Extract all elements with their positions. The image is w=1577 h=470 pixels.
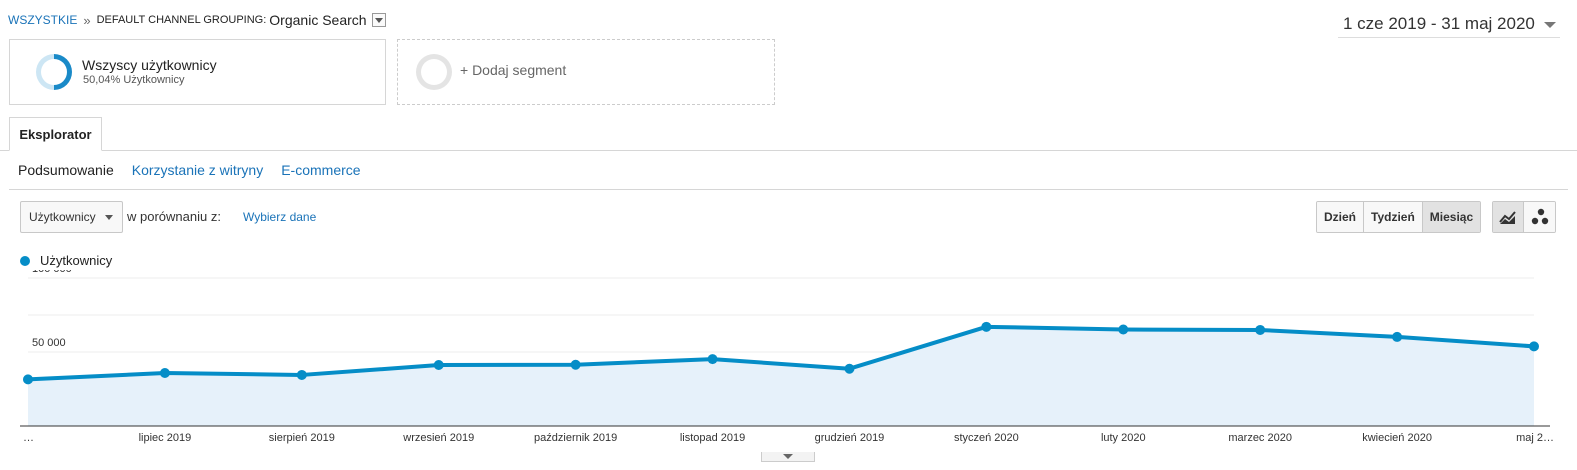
- add-segment-label: + Dodaj segment: [460, 62, 567, 78]
- data-point: [1529, 341, 1539, 352]
- data-point: [981, 321, 992, 332]
- chart-resize-handle[interactable]: [761, 452, 815, 462]
- data-point: [296, 369, 307, 380]
- x-tick-label: styczeń 2020: [954, 432, 1019, 444]
- data-point: [159, 368, 170, 379]
- segment-name: Wszyscy użytkownicy: [82, 57, 217, 73]
- subnav-summary[interactable]: Podsumowanie: [18, 162, 114, 178]
- subnav-ecommerce[interactable]: E-commerce: [281, 162, 361, 178]
- date-range-label: 1 cze 2019 - 31 maj 2020: [1343, 13, 1535, 33]
- x-tick-label: lipiec 2019: [139, 432, 192, 444]
- breadcrumb-current-value: Organic Search: [269, 12, 367, 28]
- x-tick-label: luty 2020: [1101, 432, 1146, 444]
- segment-subtitle: 50,04% Użytkownicy: [83, 74, 185, 86]
- breadcrumb-separator: »: [83, 12, 91, 28]
- series-line: [27, 324, 1535, 382]
- chart-legend: Użytkownicy: [20, 253, 112, 268]
- add-segment-button[interactable]: + Dodaj segment: [397, 39, 775, 105]
- chevron-down-icon: [1544, 22, 1556, 28]
- motion-chart-icon[interactable]: [1524, 202, 1555, 232]
- period-month-button[interactable]: Miesiąc: [1422, 202, 1481, 232]
- data-point: [433, 360, 444, 371]
- breadcrumb-dropdown-icon[interactable]: [371, 13, 386, 27]
- data-point: [1392, 331, 1403, 342]
- y-tick-label: 100 000: [32, 270, 72, 275]
- period-toggle-group: Dzień Tydzień Miesiąc: [1316, 201, 1482, 233]
- legend-dot: [20, 255, 30, 266]
- data-point: [570, 359, 581, 370]
- series-area: [28, 326, 1534, 426]
- chevron-down-icon: [105, 215, 113, 220]
- subnav-site-usage[interactable]: Korzystanie z witryny: [131, 162, 264, 178]
- users-line-chart: 100 000 50 000 … lipiec 2019 sierpień 2019 wr…: [20, 270, 1554, 444]
- metric-select-value: Użytkownicy: [29, 210, 96, 224]
- data-point: [707, 354, 718, 365]
- empty-segment-ring-icon: [416, 54, 452, 90]
- select-metric-link[interactable]: Wybierz dane: [243, 210, 317, 224]
- x-tick-label: październik 2019: [534, 432, 617, 444]
- x-tick-label: kwiecień 2020: [1362, 432, 1432, 444]
- y-tick-label: 50 000: [32, 337, 66, 349]
- metric-select[interactable]: Użytkownicy: [20, 201, 123, 233]
- data-point: [1118, 324, 1129, 335]
- breadcrumb: WSZYSTKIE » DEFAULT CHANNEL GROUPING: Or…: [8, 12, 386, 28]
- chart-view-toggle: [1492, 201, 1556, 233]
- x-tick-label: wrzesień 2019: [402, 432, 474, 444]
- legend-series-name: Użytkownicy: [40, 253, 113, 268]
- data-point: [844, 363, 855, 374]
- tab-explorer[interactable]: Eksplorator: [9, 117, 102, 151]
- segment-all-users[interactable]: Wszyscy użytkownicy 50,04% Użytkownicy: [9, 39, 386, 105]
- x-tick-label: sierpień 2019: [269, 432, 335, 444]
- x-tick-label: …: [23, 432, 34, 444]
- data-point: [23, 374, 33, 385]
- segment-ring-icon: [36, 54, 72, 90]
- x-tick-label: maj 2…: [1516, 432, 1554, 444]
- tab-divider: [0, 150, 1577, 151]
- data-point: [1255, 324, 1266, 335]
- period-day-button[interactable]: Dzień: [1317, 202, 1365, 232]
- date-range-picker[interactable]: 1 cze 2019 - 31 maj 2020: [1338, 10, 1560, 38]
- breadcrumb-root-link[interactable]: WSZYSTKIE: [8, 13, 78, 27]
- compare-label: w porównaniu z:: [127, 209, 221, 224]
- x-tick-label: listopad 2019: [680, 432, 745, 444]
- x-tick-label: grudzień 2019: [815, 432, 885, 444]
- report-subnav: Podsumowanie Korzystanie z witryny E-com…: [18, 162, 361, 178]
- x-tick-label: marzec 2020: [1228, 432, 1292, 444]
- line-chart-icon[interactable]: [1493, 202, 1524, 232]
- subnav-divider: [9, 189, 1568, 190]
- breadcrumb-group-label: DEFAULT CHANNEL GROUPING:: [96, 14, 267, 26]
- period-week-button[interactable]: Tydzień: [1364, 202, 1423, 232]
